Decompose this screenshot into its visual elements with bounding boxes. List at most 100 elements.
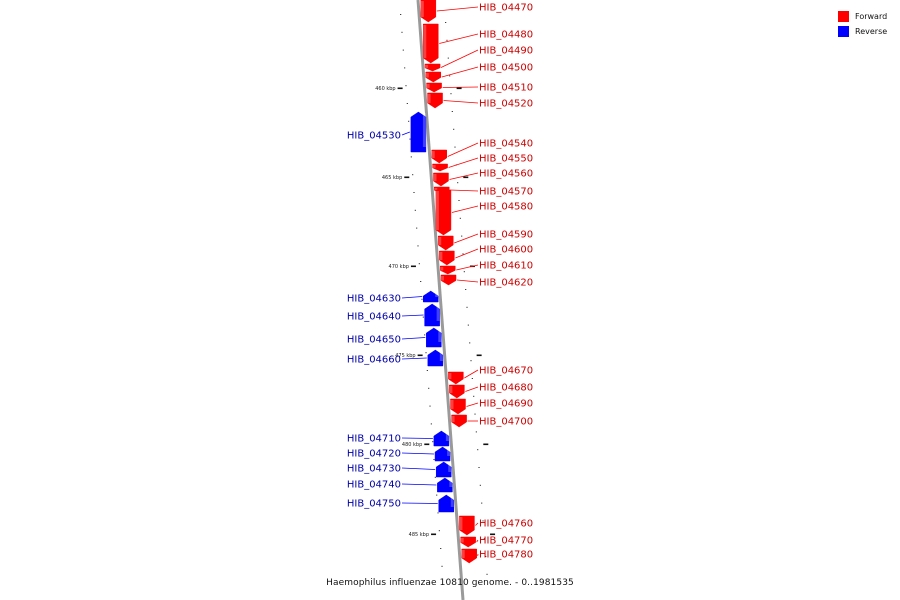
gene-label[interactable]: HIB_04550 bbox=[479, 154, 533, 165]
gene-label[interactable]: HIB_04530 bbox=[347, 131, 401, 142]
minor-tick bbox=[453, 128, 455, 130]
gene-arrow-hib-04780[interactable] bbox=[461, 548, 477, 564]
gene-label[interactable]: HIB_04720 bbox=[347, 449, 401, 460]
minor-tick bbox=[425, 352, 427, 354]
gene-arrow-hib-04740[interactable] bbox=[437, 477, 453, 493]
gene-label[interactable]: HIB_04730 bbox=[347, 464, 401, 475]
gene-label[interactable]: HIB_04480 bbox=[479, 30, 533, 41]
minor-tick bbox=[461, 235, 463, 237]
gene-label[interactable]: HIB_04780 bbox=[479, 550, 533, 561]
minor-tick bbox=[466, 306, 468, 308]
gene-label[interactable]: HIB_04650 bbox=[347, 335, 401, 346]
major-tick bbox=[476, 354, 482, 357]
gene-label[interactable]: HIB_04470 bbox=[479, 3, 533, 14]
gene-arrow-hib-04770[interactable] bbox=[460, 536, 476, 548]
gene-label[interactable]: HIB_04600 bbox=[479, 245, 533, 256]
gene-arrow-shading bbox=[423, 25, 427, 58]
gene-arrow-hib-04520[interactable] bbox=[427, 92, 443, 109]
gene-label[interactable]: HIB_04670 bbox=[479, 366, 533, 377]
gene-label[interactable]: HIB_04760 bbox=[479, 519, 533, 530]
scale-label: 470 kbp bbox=[389, 264, 409, 270]
gene-label[interactable]: HIB_04540 bbox=[479, 139, 533, 150]
gene-leader-line bbox=[401, 502, 438, 504]
gene-label[interactable]: HIB_04580 bbox=[479, 202, 533, 213]
gene-leader-line bbox=[401, 357, 427, 360]
minor-tick bbox=[430, 423, 432, 425]
gene-leader-line bbox=[465, 386, 479, 392]
gene-label[interactable]: HIB_04590 bbox=[479, 230, 533, 241]
gene-arrow-hib-04580[interactable] bbox=[435, 189, 452, 236]
gene-arrow-hib-04530[interactable] bbox=[410, 111, 427, 153]
gene-leader-line bbox=[456, 279, 479, 283]
gene-arrow-hib-04490[interactable] bbox=[424, 63, 441, 72]
gene-arrow-hib-04560[interactable] bbox=[433, 172, 449, 187]
minor-tick bbox=[436, 494, 438, 496]
gene-arrow-hib-04500[interactable] bbox=[425, 71, 442, 83]
gene-label[interactable]: HIB_04510 bbox=[479, 83, 533, 94]
major-tick bbox=[483, 443, 489, 446]
gene-arrow-shading bbox=[438, 237, 442, 245]
forward-swatch bbox=[838, 11, 849, 22]
gene-label[interactable]: HIB_04500 bbox=[479, 63, 533, 74]
gene-label[interactable]: HIB_04710 bbox=[347, 434, 401, 445]
gene-arrow-shading bbox=[449, 386, 453, 393]
gene-label[interactable]: HIB_04750 bbox=[347, 499, 401, 510]
gene-leader-line bbox=[456, 264, 479, 271]
minor-tick bbox=[441, 565, 443, 567]
gene-label[interactable]: HIB_04740 bbox=[347, 480, 401, 491]
gene-arrow-hib-04670[interactable] bbox=[448, 371, 464, 385]
gene-leader-line bbox=[454, 233, 479, 244]
gene-arrow-hib-04610[interactable] bbox=[440, 265, 456, 275]
major-tick bbox=[404, 176, 410, 179]
gene-arrow-hib-04760[interactable] bbox=[459, 515, 475, 536]
gene-arrow-hib-04640[interactable] bbox=[424, 303, 440, 327]
gene-arrow-hib-04540[interactable] bbox=[431, 149, 447, 164]
minor-tick bbox=[486, 573, 488, 575]
gene-leader-line bbox=[401, 131, 411, 136]
gene-arrow-shading bbox=[422, 113, 426, 147]
gene-label[interactable]: HIB_04520 bbox=[479, 99, 533, 110]
gene-arrow-hib-04680[interactable] bbox=[449, 384, 465, 399]
gene-label[interactable]: HIB_04490 bbox=[479, 46, 533, 57]
gene-arrow-hib-04630[interactable] bbox=[422, 290, 439, 303]
gene-label[interactable]: HIB_04570 bbox=[479, 187, 533, 198]
gene-arrow-hib-04700[interactable] bbox=[451, 414, 467, 428]
gene-label[interactable]: HIB_04620 bbox=[479, 278, 533, 289]
gene-leader-line bbox=[401, 483, 437, 486]
gene-arrow-hib-04510[interactable] bbox=[426, 82, 442, 93]
gene-arrow-hib-04750[interactable] bbox=[438, 494, 455, 513]
legend: Forward Reverse bbox=[838, 9, 887, 39]
minor-tick bbox=[467, 324, 469, 326]
gene-label[interactable]: HIB_04610 bbox=[479, 261, 533, 272]
gene-label[interactable]: HIB_04560 bbox=[479, 169, 533, 180]
gene-arrow-hib-04600[interactable] bbox=[439, 250, 455, 266]
gene-leader-line bbox=[401, 314, 424, 317]
gene-arrow-hib-04480[interactable] bbox=[423, 23, 439, 64]
gene-label[interactable]: HIB_04640 bbox=[347, 312, 401, 323]
minor-tick bbox=[402, 49, 404, 51]
gene-arrow-shading bbox=[426, 84, 430, 88]
gene-label[interactable]: HIB_04680 bbox=[479, 383, 533, 394]
gene-label[interactable]: HIB_04770 bbox=[479, 536, 533, 547]
gene-arrow-shading bbox=[448, 373, 452, 379]
minor-tick bbox=[421, 298, 423, 300]
gene-arrow-hib-04720[interactable] bbox=[434, 446, 451, 462]
gene-label[interactable]: HIB_04660 bbox=[347, 355, 401, 366]
gene-leader-line bbox=[440, 49, 479, 68]
gene-label[interactable]: HIB_04690 bbox=[479, 399, 533, 410]
gene-arrow-hib-04660[interactable] bbox=[427, 349, 444, 367]
gene-arrow-shading bbox=[440, 267, 444, 271]
minor-tick bbox=[420, 281, 422, 282]
gene-arrow-hib-04550[interactable] bbox=[432, 163, 448, 172]
gene-label[interactable]: HIB_04700 bbox=[479, 417, 533, 428]
minor-tick bbox=[483, 538, 485, 540]
gene-arrow-hib-04690[interactable] bbox=[450, 398, 466, 415]
gene-arrow-hib-04650[interactable] bbox=[426, 327, 442, 348]
gene-arrow-hib-04710[interactable] bbox=[433, 430, 450, 447]
gene-arrow-hib-04470[interactable] bbox=[420, 0, 437, 23]
gene-arrow-hib-04590[interactable] bbox=[437, 235, 454, 251]
gene-label[interactable]: HIB_04630 bbox=[347, 294, 401, 305]
gene-arrow-hib-04620[interactable] bbox=[440, 274, 457, 286]
gene-arrow-hib-04730[interactable] bbox=[435, 461, 452, 478]
minor-tick bbox=[449, 75, 451, 77]
